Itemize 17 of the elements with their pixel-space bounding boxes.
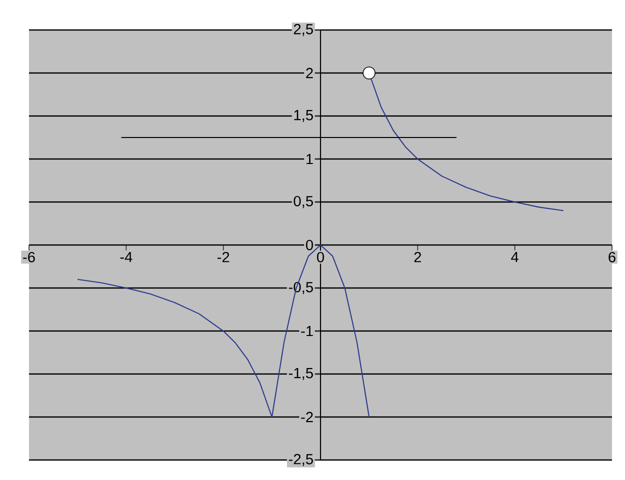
x-tick-label: -4 [120,252,132,262]
y-tick-label: 1,5 [294,110,313,122]
y-tick-label: 2,5 [294,24,313,36]
x-tick-label: 6 [608,252,616,262]
x-tick-label: 0 [316,252,324,262]
y-tick-label: 2 [306,68,313,78]
y-tick-label: -2 [301,412,313,422]
y-tick-label: 0 [306,240,313,250]
x-tick-label: -6 [23,252,35,262]
y-tick-label: -1 [301,326,313,336]
y-tick-label: 0,5 [294,196,313,208]
x-tick-label: 2 [414,252,422,262]
y-tick-label: 1 [306,154,313,164]
y-tick-label: -1,5 [288,368,313,380]
y-tick-label: -2,5 [288,454,313,466]
x-tick-label: 4 [511,252,518,262]
x-tick-label: -2 [217,252,230,262]
